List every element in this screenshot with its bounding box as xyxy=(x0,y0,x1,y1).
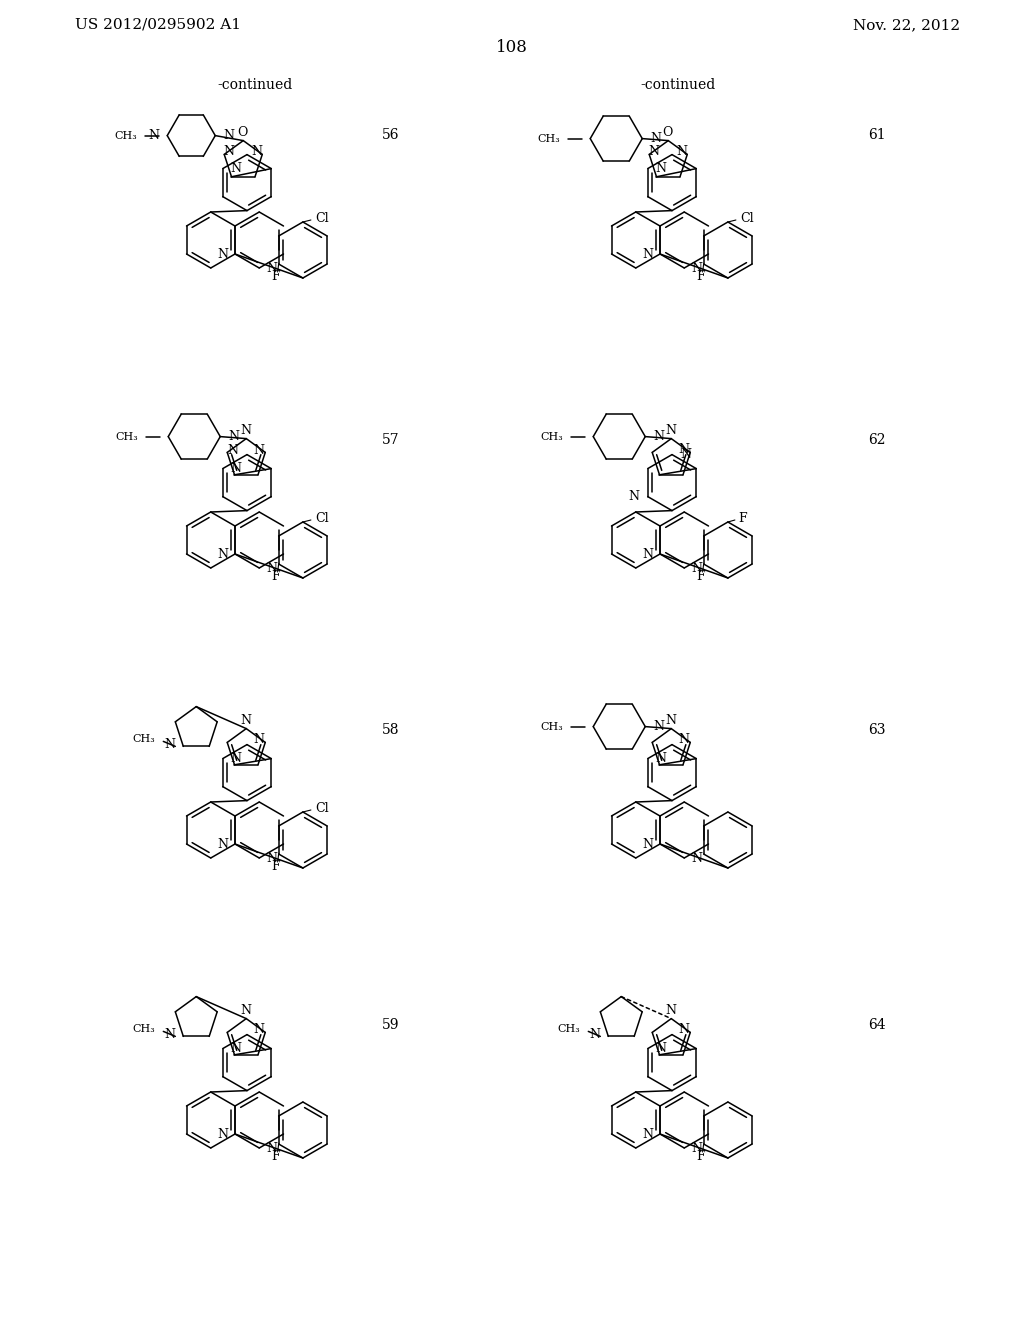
Text: CH₃: CH₃ xyxy=(132,1024,156,1035)
Text: CH₃: CH₃ xyxy=(541,432,563,442)
Text: N: N xyxy=(642,548,653,561)
Text: Cl: Cl xyxy=(740,213,754,226)
Text: -continued: -continued xyxy=(217,78,293,92)
Text: CH₃: CH₃ xyxy=(116,432,138,442)
Text: N: N xyxy=(680,447,691,461)
Text: F: F xyxy=(738,512,746,525)
Text: N: N xyxy=(679,733,690,746)
Text: N: N xyxy=(679,444,690,455)
Text: N: N xyxy=(691,261,702,275)
Text: N: N xyxy=(691,1142,702,1155)
Text: N: N xyxy=(691,561,702,574)
Text: CH₃: CH₃ xyxy=(115,131,137,141)
Text: 59: 59 xyxy=(382,1018,399,1032)
Text: 64: 64 xyxy=(868,1018,886,1032)
Text: CH₃: CH₃ xyxy=(132,734,156,744)
Text: CH₃: CH₃ xyxy=(541,722,563,731)
Text: N: N xyxy=(266,851,278,865)
Text: N: N xyxy=(223,129,234,143)
Text: N: N xyxy=(677,145,688,158)
Text: F: F xyxy=(696,271,705,284)
Text: N: N xyxy=(254,444,265,457)
Text: O: O xyxy=(238,127,248,139)
Text: F: F xyxy=(696,570,705,583)
Text: N: N xyxy=(642,1127,653,1140)
Text: N: N xyxy=(666,1005,677,1018)
Text: N: N xyxy=(241,714,252,727)
Text: N: N xyxy=(217,248,228,260)
Text: N: N xyxy=(217,548,228,561)
Text: N: N xyxy=(629,490,640,503)
Text: N: N xyxy=(254,733,265,746)
Text: N: N xyxy=(164,738,175,751)
Text: N: N xyxy=(679,1023,690,1036)
Text: N: N xyxy=(642,248,653,260)
Text: N: N xyxy=(227,444,239,457)
Text: N: N xyxy=(230,162,242,176)
Text: N: N xyxy=(252,145,263,158)
Text: N: N xyxy=(650,132,662,145)
Text: N: N xyxy=(217,1127,228,1140)
Text: N: N xyxy=(649,145,659,158)
Text: N: N xyxy=(655,752,667,766)
Text: CH₃: CH₃ xyxy=(557,1024,581,1035)
Text: 56: 56 xyxy=(382,128,399,143)
Text: N: N xyxy=(642,837,653,850)
Text: 63: 63 xyxy=(868,723,886,737)
Text: N: N xyxy=(653,430,665,444)
Text: CH₃: CH₃ xyxy=(538,133,560,144)
Text: 58: 58 xyxy=(382,723,399,737)
Text: N: N xyxy=(266,261,278,275)
Text: F: F xyxy=(271,570,280,583)
Text: N: N xyxy=(148,129,160,143)
Text: F: F xyxy=(696,1151,705,1163)
Text: N: N xyxy=(266,1142,278,1155)
Text: N: N xyxy=(653,721,665,733)
Text: N: N xyxy=(655,162,667,176)
Text: -continued: -continued xyxy=(640,78,716,92)
Text: O: O xyxy=(663,127,673,139)
Text: Cl: Cl xyxy=(315,213,329,226)
Text: Cl: Cl xyxy=(315,803,329,816)
Text: N: N xyxy=(164,1028,175,1041)
Text: US 2012/0295902 A1: US 2012/0295902 A1 xyxy=(75,18,241,32)
Text: N: N xyxy=(217,837,228,850)
Text: N: N xyxy=(228,430,240,444)
Text: N: N xyxy=(666,424,677,437)
Text: Cl: Cl xyxy=(315,512,329,525)
Text: N: N xyxy=(241,1005,252,1018)
Text: F: F xyxy=(271,271,280,284)
Text: Nov. 22, 2012: Nov. 22, 2012 xyxy=(853,18,961,32)
Text: N: N xyxy=(230,462,242,475)
Text: N: N xyxy=(230,1041,242,1055)
Text: N: N xyxy=(266,561,278,574)
Text: N: N xyxy=(254,1023,265,1036)
Text: N: N xyxy=(223,145,234,158)
Text: N: N xyxy=(590,1028,600,1041)
Text: N: N xyxy=(691,851,702,865)
Text: F: F xyxy=(271,1151,280,1163)
Text: N: N xyxy=(241,424,252,437)
Text: N: N xyxy=(230,752,242,766)
Text: 57: 57 xyxy=(382,433,399,447)
Text: N: N xyxy=(666,714,677,727)
Text: 108: 108 xyxy=(496,40,528,57)
Text: N: N xyxy=(655,1041,667,1055)
Text: 62: 62 xyxy=(868,433,886,447)
Text: F: F xyxy=(271,861,280,874)
Text: 61: 61 xyxy=(868,128,886,143)
